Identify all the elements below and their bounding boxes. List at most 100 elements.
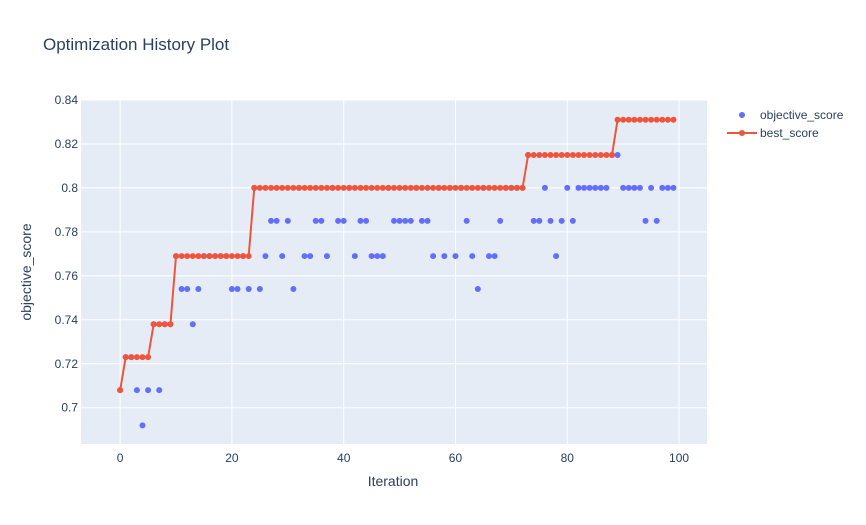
best-score-point[interactable] — [625, 116, 632, 123]
objective-score-point[interactable] — [569, 217, 576, 224]
best-score-point[interactable] — [307, 184, 314, 191]
objective-score-point[interactable] — [670, 184, 677, 191]
objective-score-point[interactable] — [648, 184, 655, 191]
objective-score-point[interactable] — [374, 253, 381, 260]
objective-score-point[interactable] — [379, 253, 386, 260]
best-score-point[interactable] — [323, 184, 330, 191]
objective-score-point[interactable] — [659, 184, 666, 191]
best-score-point[interactable] — [256, 184, 263, 191]
best-score-point[interactable] — [189, 253, 196, 260]
best-score-point[interactable] — [234, 253, 241, 260]
best-score-point[interactable] — [379, 184, 386, 191]
best-score-point[interactable] — [664, 116, 671, 123]
objective-score-point[interactable] — [363, 217, 370, 224]
best-score-point[interactable] — [228, 253, 235, 260]
best-score-point[interactable] — [486, 184, 493, 191]
objective-score-point[interactable] — [312, 217, 319, 224]
legend[interactable]: objective_score best_score — [727, 108, 844, 140]
best-score-point[interactable] — [150, 321, 157, 328]
best-score-point[interactable] — [553, 151, 560, 158]
best-score-point[interactable] — [413, 184, 420, 191]
objective-score-point[interactable] — [156, 387, 163, 394]
objective-score-point[interactable] — [273, 217, 280, 224]
best-score-point[interactable] — [541, 151, 548, 158]
objective-score-point[interactable] — [245, 286, 252, 293]
best-score-point[interactable] — [469, 184, 476, 191]
legend-item-objective-score[interactable]: objective_score — [739, 108, 844, 122]
best-score-point[interactable] — [446, 184, 453, 191]
best-score-point[interactable] — [659, 116, 666, 123]
best-score-point[interactable] — [279, 184, 286, 191]
best-score-point[interactable] — [184, 253, 191, 260]
objective-score-point[interactable] — [558, 217, 565, 224]
best-score-point[interactable] — [592, 151, 599, 158]
best-score-point[interactable] — [547, 151, 554, 158]
best-score-point[interactable] — [597, 151, 604, 158]
best-score-point[interactable] — [178, 253, 185, 260]
best-score-point[interactable] — [636, 116, 643, 123]
objective-score-point[interactable] — [541, 184, 548, 191]
objective-score-point[interactable] — [133, 387, 140, 394]
best-score-point[interactable] — [245, 253, 252, 260]
best-score-point[interactable] — [161, 321, 168, 328]
best-score-point[interactable] — [200, 253, 207, 260]
objective-score-point[interactable] — [268, 217, 275, 224]
best-score-point[interactable] — [312, 184, 319, 191]
objective-score-point[interactable] — [262, 253, 269, 260]
best-score-point[interactable] — [273, 184, 280, 191]
objective-score-point[interactable] — [318, 217, 325, 224]
objective-score-point[interactable] — [452, 253, 459, 260]
objective-score-point[interactable] — [547, 217, 554, 224]
best-score-point[interactable] — [575, 151, 582, 158]
objective-score-point[interactable] — [530, 217, 537, 224]
objective-score-point[interactable] — [228, 286, 235, 293]
objective-score-point[interactable] — [463, 217, 470, 224]
best-score-point[interactable] — [262, 184, 269, 191]
objective-score-point[interactable] — [536, 217, 543, 224]
best-score-point[interactable] — [117, 387, 124, 394]
best-score-point[interactable] — [642, 116, 649, 123]
best-score-point[interactable] — [670, 116, 677, 123]
best-score-point[interactable] — [284, 184, 291, 191]
best-score-point[interactable] — [206, 253, 213, 260]
objective-score-point[interactable] — [424, 217, 431, 224]
best-score-point[interactable] — [458, 184, 465, 191]
best-score-point[interactable] — [295, 184, 302, 191]
best-score-point[interactable] — [441, 184, 448, 191]
objective-score-point[interactable] — [491, 253, 498, 260]
objective-score-point[interactable] — [396, 217, 403, 224]
best-score-point[interactable] — [240, 253, 247, 260]
objective-score-point[interactable] — [307, 253, 314, 260]
best-score-point[interactable] — [391, 184, 397, 191]
best-score-point[interactable] — [530, 151, 537, 158]
objective-score-point[interactable] — [284, 217, 291, 224]
objective-score-point[interactable] — [340, 217, 347, 224]
objective-score-point[interactable] — [441, 253, 448, 260]
objective-score-point[interactable] — [301, 253, 308, 260]
best-score-point[interactable] — [139, 354, 146, 361]
best-score-point[interactable] — [335, 184, 342, 191]
best-score-point[interactable] — [396, 184, 403, 191]
best-score-point[interactable] — [128, 354, 135, 361]
objective-score-point[interactable] — [625, 184, 632, 191]
objective-score-point[interactable] — [614, 151, 621, 158]
best-score-point[interactable] — [418, 184, 425, 191]
best-score-point[interactable] — [536, 151, 543, 158]
best-score-point[interactable] — [508, 184, 515, 191]
best-score-point[interactable] — [435, 184, 442, 191]
objective-score-point[interactable] — [497, 217, 504, 224]
best-score-point[interactable] — [223, 253, 230, 260]
best-score-point[interactable] — [581, 151, 588, 158]
best-score-point[interactable] — [268, 184, 275, 191]
objective-score-point[interactable] — [474, 286, 481, 293]
best-score-point[interactable] — [519, 184, 526, 191]
best-score-point[interactable] — [351, 184, 358, 191]
objective-score-point[interactable] — [402, 217, 409, 224]
best-score-point[interactable] — [167, 321, 174, 328]
best-score-point[interactable] — [474, 184, 481, 191]
best-score-point[interactable] — [569, 151, 576, 158]
best-score-point[interactable] — [497, 184, 504, 191]
best-score-point[interactable] — [407, 184, 414, 191]
best-score-point[interactable] — [156, 321, 163, 328]
objective-score-point[interactable] — [636, 184, 643, 191]
